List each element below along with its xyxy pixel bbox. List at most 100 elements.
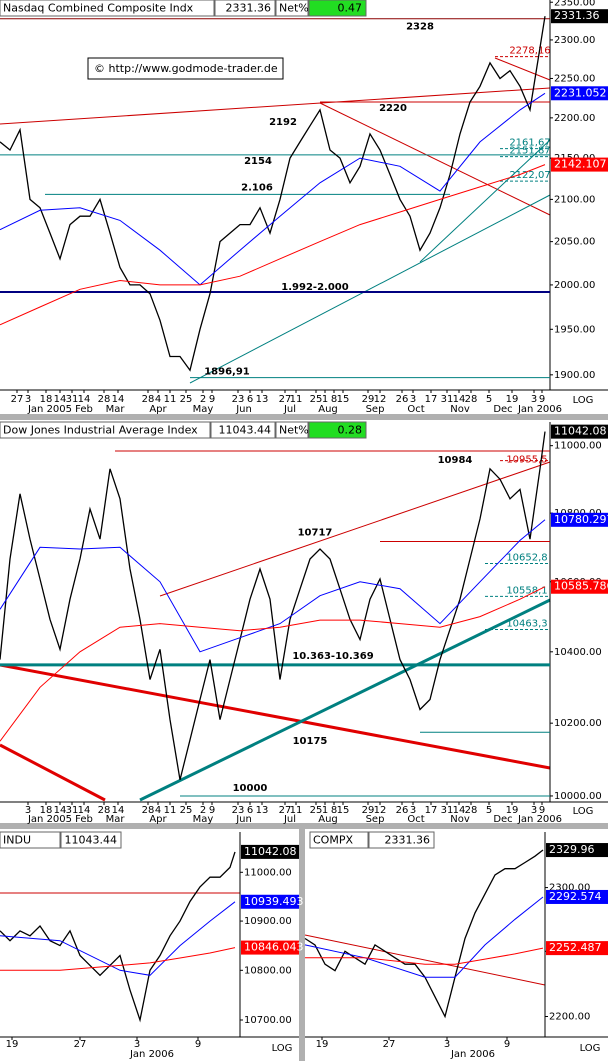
month-label: Jan 2006: [450, 1049, 495, 1060]
x-tick-label: 8: [331, 805, 337, 816]
month-label: Jan 2005: [27, 404, 72, 415]
price-line: [0, 947, 236, 971]
level-label: 10717: [298, 527, 333, 538]
x-tick-label: 27: [74, 1039, 87, 1050]
y-tick-label: 10400.00: [554, 647, 602, 658]
header-cell: [368, 831, 435, 849]
y-tick-label: 10000.00: [554, 791, 602, 802]
log-label: LOG: [573, 806, 594, 817]
x-tick-label: 13: [256, 805, 269, 816]
header-title: INDU: [3, 834, 31, 847]
x-tick-label: 14: [453, 394, 466, 405]
trendline: [189, 194, 551, 384]
level-label: 2161,67: [509, 138, 550, 149]
month-label: Jan 2006: [517, 814, 562, 825]
level-label: 10000: [233, 783, 268, 794]
x-tick-label: 9: [539, 394, 545, 405]
y-tick-label: 10200.00: [554, 718, 602, 729]
month-label: Feb: [75, 404, 93, 415]
last-value-box: [551, 424, 608, 439]
header-net-label: Net%: [279, 2, 309, 15]
x-tick-label: 25: [180, 394, 193, 405]
level-label: 10558,1: [506, 585, 547, 596]
month-label: May: [193, 404, 214, 415]
y-tick-label: 2200.00: [554, 113, 595, 124]
x-tick-label: 26: [396, 805, 409, 816]
x-tick-label: 28: [465, 805, 478, 816]
header-header-value: 11043.44: [219, 424, 272, 437]
header-cell: [60, 831, 122, 849]
header-cell: [308, 0, 367, 17]
last-value-box: [241, 940, 299, 955]
x-tick-label: 9: [195, 1039, 201, 1050]
x-tick-label: 26: [396, 394, 409, 405]
x-tick-label: 3: [410, 394, 416, 405]
header-header-value: 11043.44: [65, 834, 118, 847]
header-cell: [214, 0, 276, 17]
level-label: 2122,07: [509, 170, 550, 181]
last-value-label: 10585.786: [554, 580, 608, 593]
x-tick-label: 9: [504, 1039, 510, 1050]
level-label: 10652,8: [506, 553, 547, 564]
x-tick-label: 28: [142, 394, 155, 405]
x-tick-label: 5: [486, 394, 492, 405]
separator: [0, 414, 608, 420]
month-label: Dec: [493, 404, 512, 415]
level-label: 2154: [244, 156, 272, 167]
x-tick-label: 25: [310, 805, 323, 816]
x-tick-label: 3: [531, 805, 537, 816]
last-value-box: [241, 894, 299, 909]
x-tick-label: 14: [112, 394, 125, 405]
x-tick-label: 23: [232, 805, 245, 816]
last-value-label: 2231.052: [554, 86, 607, 99]
price-line: [0, 164, 546, 326]
header-cell: [308, 421, 367, 439]
last-value-label: 2142.107: [554, 158, 607, 171]
trendline: [304, 934, 546, 986]
x-tick-label: 25: [180, 805, 193, 816]
x-tick-label: 11: [164, 805, 177, 816]
y-tick-label: 2300.00: [549, 883, 590, 894]
x-tick-label: 19: [316, 1039, 329, 1050]
copyright: © http://www.godmode-trader.de: [94, 62, 278, 75]
x-tick-label: 14: [112, 805, 125, 816]
month-label: Jun: [235, 404, 252, 415]
header-cell: [0, 831, 61, 849]
month-label: Jul: [283, 814, 296, 825]
price-line: [0, 586, 546, 742]
x-tick-label: 31: [441, 394, 454, 405]
x-tick-label: 27: [383, 1039, 396, 1050]
x-tick-label: 3: [25, 805, 31, 816]
y-tick-label: 11000.00: [554, 441, 602, 452]
x-tick-label: 6: [247, 394, 253, 405]
log-label: LOG: [573, 395, 594, 406]
header-title: Dow Jones Industrial Average Index: [3, 424, 198, 437]
x-tick-label: 28: [98, 394, 111, 405]
price-line: [0, 16, 546, 372]
x-tick-label: 11: [290, 394, 303, 405]
month-label: Sep: [366, 404, 385, 415]
trendline: [319, 102, 551, 216]
y-tick-label: 2200.00: [549, 1011, 590, 1022]
price-line: [305, 947, 544, 965]
x-tick-label: 28: [142, 805, 155, 816]
x-tick-label: 13: [256, 394, 269, 405]
x-tick-label: 1: [322, 394, 328, 405]
x-tick-label: 9: [209, 394, 215, 405]
month-label: Sep: [366, 814, 385, 825]
last-value-box: [546, 941, 608, 956]
x-tick-label: 12: [374, 805, 387, 816]
month-label: Aug: [318, 404, 338, 415]
x-tick-label: 4: [155, 805, 161, 816]
last-value-label: 11042.08: [244, 845, 297, 858]
x-tick-label: 29: [362, 394, 375, 405]
month-label: Jul: [283, 404, 296, 415]
month-label: Jan 2006: [517, 404, 562, 415]
x-tick-label: 3: [134, 1039, 140, 1050]
header-cell: [210, 421, 276, 439]
y-tick-label: 10700.00: [244, 1015, 292, 1026]
last-value-box: [546, 843, 608, 858]
x-tick-label: 8: [331, 394, 337, 405]
